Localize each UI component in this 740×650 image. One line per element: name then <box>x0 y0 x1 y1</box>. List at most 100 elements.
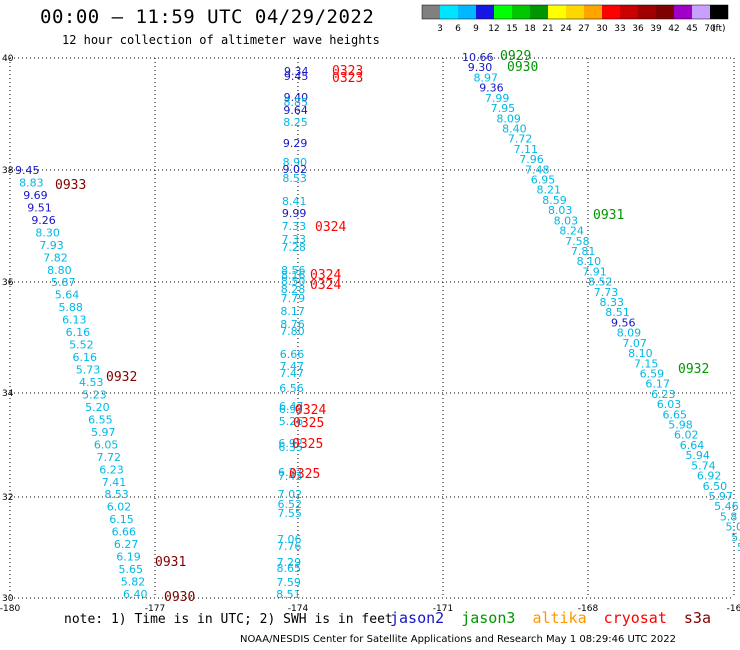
colorbar-tick-label: 33 <box>614 24 625 34</box>
colorbar-tick-label: 3 <box>437 24 443 34</box>
wave-height-value: 6.95 <box>531 174 556 187</box>
wave-height-value: 9.36 <box>479 82 504 95</box>
wave-height-value: 5.23 <box>82 388 107 401</box>
satellite-legend: jason2 jason3 altika cryosat s3a <box>390 609 719 627</box>
colorbar-swatch <box>638 5 656 19</box>
wave-height-value: 6.59 <box>640 367 665 380</box>
wave-height-value: 5.20 <box>85 401 110 414</box>
wave-height-value: 7.47 <box>280 360 305 373</box>
wave-height-value: 9.34 <box>284 65 309 78</box>
colorbar-legend: 3 6 9 12 15 18 21 24 27 30 33 36 39 42 45 70 (ft) <box>421 4 729 34</box>
wave-height-value: 8.10 <box>577 255 602 268</box>
wave-height-value: 7.33 <box>281 233 306 246</box>
colorbar-tick-label: 15 <box>506 24 517 34</box>
latitude-label: 36 <box>2 278 14 288</box>
note-text: note: 1) Time is in UTC; 2) SWH is in fe… <box>64 612 393 627</box>
wave-height-value: 8.33 <box>600 296 625 309</box>
page-title: 00:00 – 11:59 UTC 04/29/2022 <box>40 6 375 28</box>
wave-height-value: 8.85 <box>284 96 309 109</box>
longitude-label: -171 <box>433 604 453 614</box>
colorbar-tick-label: 30 <box>596 24 608 34</box>
wave-height-value: 6.92 <box>697 470 722 483</box>
colorbar-swatch <box>692 5 710 19</box>
pass-time-label: 0324 <box>310 278 341 293</box>
wave-height-value: 7.80 <box>280 325 305 338</box>
wave-height-value: 5.87 <box>51 276 76 289</box>
wave-height-value: 6.35 <box>278 441 303 454</box>
wave-height-value: 5 <box>737 541 740 554</box>
wave-height-value: 7.41 <box>102 476 127 489</box>
pass-time-label: 0932 <box>678 362 709 377</box>
colorbar-tick-label: 45 <box>686 24 697 34</box>
wave-height-value: 9.26 <box>31 214 56 227</box>
wave-height-value: 6.47 <box>279 400 304 413</box>
colorbar-swatch <box>422 5 440 19</box>
wave-height-value: 5.74 <box>691 459 716 472</box>
wave-height-value: 5.52 <box>69 339 94 352</box>
colorbar-swatch <box>512 5 530 19</box>
wave-height-value: 8.51 <box>276 588 301 601</box>
wave-height-value: 5.97 <box>708 490 733 503</box>
wave-height-value: 5.8 <box>720 510 738 523</box>
colorbar-swatch <box>476 5 494 19</box>
legend-jason3: jason3 <box>461 609 516 627</box>
wave-height-value: 7.73 <box>594 286 619 299</box>
wave-height-value: 5.98 <box>668 419 693 432</box>
wave-height-value: 9.02 <box>283 163 308 176</box>
wave-height-value: 9.99 <box>282 207 307 220</box>
pass-time-label: 0324 <box>310 268 341 283</box>
pass-time-label: 0325 <box>293 416 324 431</box>
wave-height-value: 7.55 <box>277 507 302 520</box>
wave-height-value: 8.97 <box>473 71 498 84</box>
wave-height-value: 6.19 <box>116 551 141 564</box>
legend-cryosat: cryosat <box>603 609 667 627</box>
wave-height-value: 8.65 <box>277 562 302 575</box>
wave-height-value: 6.03 <box>657 398 682 411</box>
pass-time-label: 0325 <box>289 467 320 482</box>
wave-height-value: 7.72 <box>508 133 533 146</box>
longitude-label: -16 <box>727 604 740 614</box>
wave-height-value: 7.28 <box>281 241 306 254</box>
wave-height-value: 7.93 <box>39 239 64 252</box>
wave-height-value: 7.43 <box>278 470 303 483</box>
wave-height-value: 8.03 <box>548 204 573 217</box>
wave-height-value: 5. <box>731 531 740 544</box>
wave-height-value: 7.29 <box>277 556 302 569</box>
wave-height-value: 6.65 <box>663 408 688 421</box>
wave-height-value: 7.47 <box>279 367 304 380</box>
wave-height-value: 4.53 <box>79 376 104 389</box>
colorbar-swatch <box>530 5 548 19</box>
wave-height-value: 9.64 <box>283 104 308 117</box>
colorbar-tick-label: 12 <box>488 24 499 34</box>
map-grid <box>9 57 735 599</box>
wave-height-value: 9.45 <box>284 70 309 83</box>
latitude-label: 30 <box>2 594 14 604</box>
wave-height-value: 6.23 <box>651 388 676 401</box>
wave-height-value: 5.88 <box>58 301 82 314</box>
wave-height-value: 5.73 <box>76 364 101 377</box>
colorbar-tick-label: 24 <box>560 24 572 34</box>
wave-height-value: 8.16 <box>281 269 306 282</box>
colorbar-tick-label: 39 <box>650 24 662 34</box>
wave-height-value: 6.50 <box>703 480 728 493</box>
wave-height-value: 6.02 <box>107 501 131 514</box>
colorbar-tick-label: 9 <box>473 24 479 34</box>
wave-height-value: 7.59 <box>276 576 301 589</box>
wave-height-value: 5.65 <box>118 563 143 576</box>
wave-height-value: 6.17 <box>645 378 670 391</box>
wave-height-value: 8.50 <box>281 275 306 288</box>
wave-height-value: 6.55 <box>88 413 113 426</box>
wave-height-value: 8.56 <box>281 264 306 277</box>
pass-time-labels: 0929093003230323093309310324032403240932… <box>55 49 709 605</box>
page-subtitle: 12 hour collection of altimeter wave hei… <box>62 33 380 47</box>
wave-height-value: 5.46 <box>714 500 739 513</box>
latitude-label: 40 <box>2 54 14 64</box>
wave-height-value: 9.29 <box>283 137 308 150</box>
wave-height-value: 7.58 <box>565 235 590 248</box>
pass-time-label: 0325 <box>292 437 323 452</box>
wave-height-value: 7.96 <box>519 153 544 166</box>
colorbar-tick-label: 27 <box>578 24 589 34</box>
longitude-label: -168 <box>578 604 599 614</box>
wave-height-value: 8.25 <box>283 116 308 129</box>
